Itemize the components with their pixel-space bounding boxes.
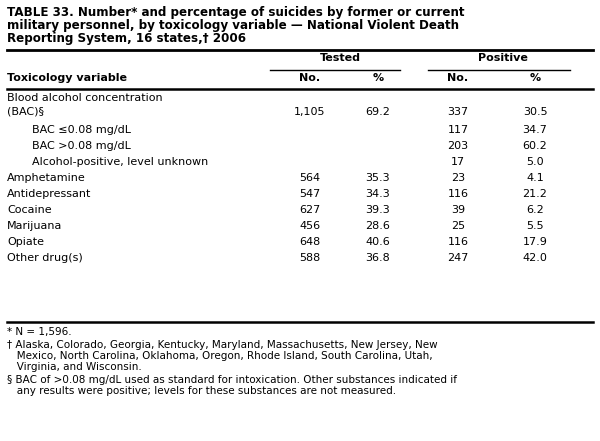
Text: 23: 23	[451, 173, 465, 183]
Text: 564: 564	[299, 173, 320, 183]
Text: Reporting System, 16 states,† 2006: Reporting System, 16 states,† 2006	[7, 32, 246, 45]
Text: Toxicology variable: Toxicology variable	[7, 73, 127, 83]
Text: 203: 203	[448, 141, 469, 151]
Text: 34.7: 34.7	[523, 125, 547, 135]
Text: military personnel, by toxicology variable — National Violent Death: military personnel, by toxicology variab…	[7, 19, 459, 32]
Text: 116: 116	[448, 237, 469, 247]
Text: 116: 116	[448, 189, 469, 199]
Text: 34.3: 34.3	[365, 189, 391, 199]
Text: (BAC)§: (BAC)§	[7, 107, 44, 117]
Text: any results were positive; levels for these substances are not measured.: any results were positive; levels for th…	[7, 386, 396, 396]
Text: 117: 117	[448, 125, 469, 135]
Text: 17.9: 17.9	[523, 237, 547, 247]
Text: 547: 547	[299, 189, 320, 199]
Text: No.: No.	[448, 73, 469, 83]
Text: 28.6: 28.6	[365, 221, 391, 231]
Text: Opiate: Opiate	[7, 237, 44, 247]
Text: 42.0: 42.0	[523, 253, 547, 263]
Text: § BAC of >0.08 mg/dL used as standard for intoxication. Other substances indicat: § BAC of >0.08 mg/dL used as standard fo…	[7, 375, 457, 385]
Text: 456: 456	[299, 221, 320, 231]
Text: No.: No.	[299, 73, 320, 83]
Text: Mexico, North Carolina, Oklahoma, Oregon, Rhode Island, South Carolina, Utah,: Mexico, North Carolina, Oklahoma, Oregon…	[7, 351, 433, 361]
Text: Blood alcohol concentration: Blood alcohol concentration	[7, 93, 163, 103]
Text: 40.6: 40.6	[365, 237, 391, 247]
Text: 69.2: 69.2	[365, 107, 391, 117]
Text: * N = 1,596.: * N = 1,596.	[7, 327, 71, 337]
Text: 588: 588	[299, 253, 320, 263]
Text: Marijuana: Marijuana	[7, 221, 62, 231]
Text: 39: 39	[451, 205, 465, 215]
Text: Virginia, and Wisconsin.: Virginia, and Wisconsin.	[7, 362, 142, 372]
Text: BAC ≤0.08 mg/dL: BAC ≤0.08 mg/dL	[32, 125, 131, 135]
Text: 5.5: 5.5	[526, 221, 544, 231]
Text: 5.0: 5.0	[526, 157, 544, 167]
Text: 247: 247	[448, 253, 469, 263]
Text: Alcohol-positive, level unknown: Alcohol-positive, level unknown	[32, 157, 208, 167]
Text: 6.2: 6.2	[526, 205, 544, 215]
Text: Cocaine: Cocaine	[7, 205, 52, 215]
Text: Antidepressant: Antidepressant	[7, 189, 91, 199]
Text: 21.2: 21.2	[523, 189, 547, 199]
Text: 36.8: 36.8	[365, 253, 391, 263]
Text: %: %	[373, 73, 383, 83]
Text: Positive: Positive	[478, 53, 527, 63]
Text: 60.2: 60.2	[523, 141, 547, 151]
Text: 39.3: 39.3	[365, 205, 391, 215]
Text: 35.3: 35.3	[365, 173, 391, 183]
Text: Amphetamine: Amphetamine	[7, 173, 86, 183]
Text: BAC >0.08 mg/dL: BAC >0.08 mg/dL	[32, 141, 131, 151]
Text: TABLE 33. Number* and percentage of suicides by former or current: TABLE 33. Number* and percentage of suic…	[7, 6, 464, 19]
Text: 627: 627	[299, 205, 320, 215]
Text: 1,105: 1,105	[294, 107, 326, 117]
Text: 648: 648	[299, 237, 320, 247]
Text: Other drug(s): Other drug(s)	[7, 253, 83, 263]
Text: Tested: Tested	[320, 53, 361, 63]
Text: %: %	[529, 73, 541, 83]
Text: 337: 337	[448, 107, 469, 117]
Text: † Alaska, Colorado, Georgia, Kentucky, Maryland, Massachusetts, New Jersey, New: † Alaska, Colorado, Georgia, Kentucky, M…	[7, 340, 437, 350]
Text: 17: 17	[451, 157, 465, 167]
Text: 30.5: 30.5	[523, 107, 547, 117]
Text: 4.1: 4.1	[526, 173, 544, 183]
Text: 25: 25	[451, 221, 465, 231]
